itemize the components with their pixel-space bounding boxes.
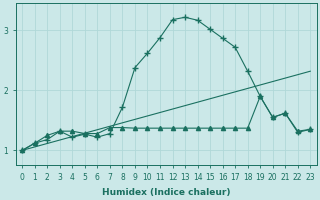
X-axis label: Humidex (Indice chaleur): Humidex (Indice chaleur) [102,188,230,197]
